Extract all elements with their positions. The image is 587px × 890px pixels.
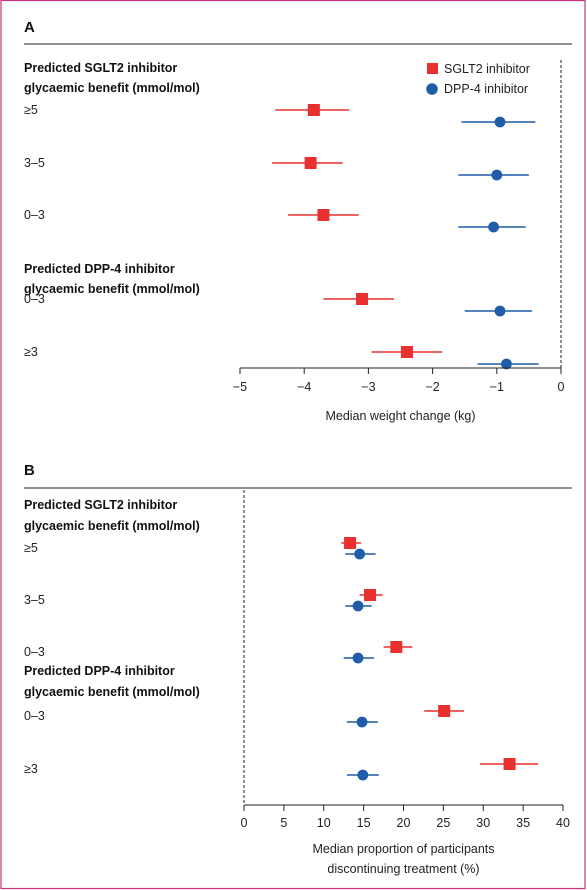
x-tick-label: 40 <box>556 816 570 830</box>
panel-b-group-0-title-line-1: glycaemic benefit (mmol/mol) <box>24 519 200 533</box>
x-tick-label: 20 <box>397 816 411 830</box>
panel-a: A SGLT2 inhibitor DPP-4 inhibitor Predic… <box>24 19 572 423</box>
dpp4-point <box>352 652 364 664</box>
panel-a-row-label: 0–3 <box>24 208 45 222</box>
panel-a-row-label: 3–5 <box>24 156 45 170</box>
legend-dpp4-swatch <box>426 83 438 95</box>
x-tick-label: 30 <box>476 816 490 830</box>
panel-a-group-1-title-line-0: Predicted DPP-4 inhibitor <box>24 262 175 276</box>
panel-b-group-0-title-line-0: Predicted SGLT2 inhibitor <box>24 498 177 512</box>
panel-b-x-axis-title-line-1: discontinuing treatment (%) <box>327 862 479 876</box>
x-tick-label: 25 <box>436 816 450 830</box>
dpp4-point <box>357 769 369 781</box>
panel-b-row-labels: Predicted SGLT2 inhibitor glycaemic benef… <box>24 498 200 776</box>
panel-b-row-label: ≥5 <box>24 541 38 555</box>
dpp4-point <box>354 548 366 560</box>
sglt2-point <box>364 589 377 601</box>
legend-dpp4-label: DPP-4 inhibitor <box>444 82 528 96</box>
x-tick-label: −1 <box>490 380 504 394</box>
x-tick-label: 0 <box>241 816 248 830</box>
panel-b: B Predicted SGLT2 inhibitor glycaemic ben… <box>24 462 572 876</box>
panel-b-marks <box>243 490 539 805</box>
panel-a-group-0-title-line-0: Predicted SGLT2 inhibitor <box>24 61 177 75</box>
legend-sglt2-label: SGLT2 inhibitor <box>444 62 530 76</box>
x-tick-label: −3 <box>361 380 375 394</box>
sglt2-point <box>307 104 320 116</box>
panel-b-group-1-title-line-1: glycaemic benefit (mmol/mol) <box>24 685 200 699</box>
panel-b-row-label: ≥3 <box>24 762 38 776</box>
legend: SGLT2 inhibitor DPP-4 inhibitor <box>426 62 530 96</box>
sglt2-point <box>317 209 330 221</box>
panel-b-letter: B <box>24 462 35 479</box>
panel-b-x-axis-title-line-0: Median proportion of participants <box>312 842 494 856</box>
panel-b-row-label: 3–5 <box>24 593 45 607</box>
x-tick-label: 10 <box>317 816 331 830</box>
legend-sglt2-swatch <box>427 63 438 74</box>
x-tick-label: 5 <box>280 816 287 830</box>
sglt2-point <box>355 293 368 305</box>
x-tick-label: 15 <box>357 816 371 830</box>
x-tick-label: 35 <box>516 816 530 830</box>
dpp4-point <box>494 116 506 128</box>
dpp4-point <box>501 358 512 370</box>
dpp4-point <box>494 305 506 317</box>
panel-a-marks <box>272 60 562 370</box>
dpp4-point <box>491 169 503 181</box>
dpp4-point <box>356 716 368 728</box>
sglt2-point <box>344 537 357 549</box>
x-tick-label: −2 <box>425 380 439 394</box>
dpp4-point <box>488 221 499 233</box>
x-tick-label: 0 <box>558 380 565 394</box>
dpp4-point <box>352 600 364 612</box>
panel-b-x-axis: 0 5 10 15 20 25 30 35 40 Median proportion of par… <box>241 804 570 876</box>
sglt2-point <box>304 157 317 169</box>
panel-a-row-labels: Predicted SGLT2 inhibitor glycaemic benef… <box>24 61 200 359</box>
sglt2-point <box>438 705 451 717</box>
sglt2-point <box>503 758 516 770</box>
panel-b-row-label: 0–3 <box>24 709 45 723</box>
panel-a-x-axis: −5 −4 −3 −2 −1 0 Median weight change (kg) <box>233 367 565 423</box>
sglt2-point <box>400 346 413 358</box>
panel-a-group-0-title-line-1: glycaemic benefit (mmol/mol) <box>24 81 200 95</box>
panel-b-group-1-title-line-0: Predicted DPP-4 inhibitor <box>24 664 175 678</box>
panel-b-row-label: 0–3 <box>24 645 45 659</box>
panel-a-group-1-title-line-1: glycaemic benefit (mmol/mol) <box>24 282 200 296</box>
panel-a-row-label: ≥5 <box>24 103 38 117</box>
panel-a-row-label: 0–3 <box>24 292 45 306</box>
panel-a-x-axis-title-line-0: Median weight change (kg) <box>325 409 475 423</box>
panel-a-row-label: ≥3 <box>24 345 38 359</box>
sglt2-point <box>390 641 403 653</box>
x-tick-label: −4 <box>297 380 311 394</box>
x-tick-label: −5 <box>233 380 247 394</box>
panel-a-letter: A <box>24 19 35 36</box>
